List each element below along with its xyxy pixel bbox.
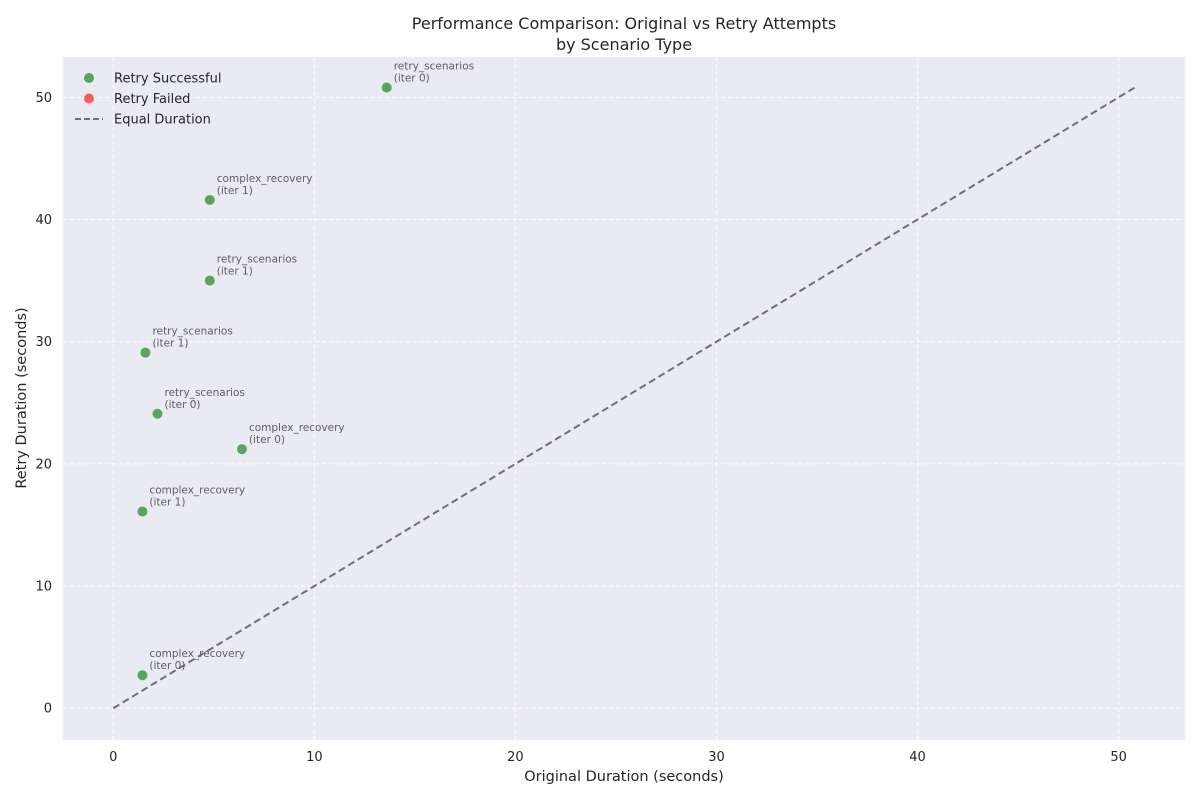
- legend-marker-failed: [84, 93, 94, 104]
- x-tick-label: 50: [1110, 750, 1127, 765]
- y-tick-label: 40: [35, 213, 52, 228]
- point-annotation: retry_scenarios (iter 1): [152, 326, 232, 350]
- data-point: [381, 82, 392, 93]
- y-tick-label: 30: [35, 335, 52, 350]
- data-point: [204, 275, 215, 286]
- grid: [63, 57, 1185, 740]
- data-point: [236, 444, 247, 455]
- equal-duration-line: [112, 86, 1136, 710]
- point-annotation: complex_recovery (iter 0): [249, 422, 345, 446]
- x-tick-label: 30: [708, 750, 725, 765]
- y-tick-label: 0: [44, 702, 52, 717]
- reference-line-layer: [112, 86, 1136, 710]
- point-annotation: retry_scenarios (iter 0): [394, 61, 474, 85]
- point-annotation: retry_scenarios (iter 1): [217, 254, 297, 278]
- point-annotation: complex_recovery (iter 1): [149, 485, 245, 509]
- chart-title-line-2: by Scenario Type: [556, 35, 692, 54]
- tick-labels: 0 10 20 30 40 50 0 10 20 30 40 50: [35, 91, 1126, 765]
- legend-label-equal-duration: Equal Duration: [114, 113, 211, 128]
- points-layer: [137, 82, 392, 681]
- point-annotation: complex_recovery (iter 1): [217, 173, 313, 197]
- x-tick-label: 10: [306, 750, 323, 765]
- point-annotation: complex_recovery (iter 0): [149, 648, 245, 672]
- y-tick-label: 10: [35, 580, 52, 595]
- data-point: [204, 194, 215, 205]
- legend-marker-success: [84, 73, 94, 83]
- y-tick-label: 50: [35, 91, 52, 106]
- x-tick-label: 40: [909, 750, 926, 765]
- legend-label-success: Retry Successful: [114, 72, 221, 87]
- annotations-layer: retry_scenarios (iter 0)complex_recovery(…: [149, 61, 474, 673]
- data-point: [137, 506, 148, 517]
- y-tick-label: 20: [35, 457, 52, 472]
- legend: Retry Successful Retry Failed Equal Dura…: [75, 72, 221, 128]
- point-annotation: retry_scenarios (iter 0): [165, 387, 245, 411]
- x-tick-label: 20: [507, 750, 524, 765]
- x-axis-label: Original Duration (seconds): [524, 769, 724, 785]
- data-point: [140, 347, 151, 358]
- legend-label-failed: Retry Failed: [114, 92, 190, 107]
- data-point: [152, 408, 163, 419]
- x-tick-label: 0: [109, 750, 117, 765]
- chart-title-line-1: Performance Comparison: Original vs Retr…: [412, 14, 836, 33]
- y-axis-label: Retry Duration (seconds): [14, 307, 30, 488]
- data-point: [137, 670, 148, 681]
